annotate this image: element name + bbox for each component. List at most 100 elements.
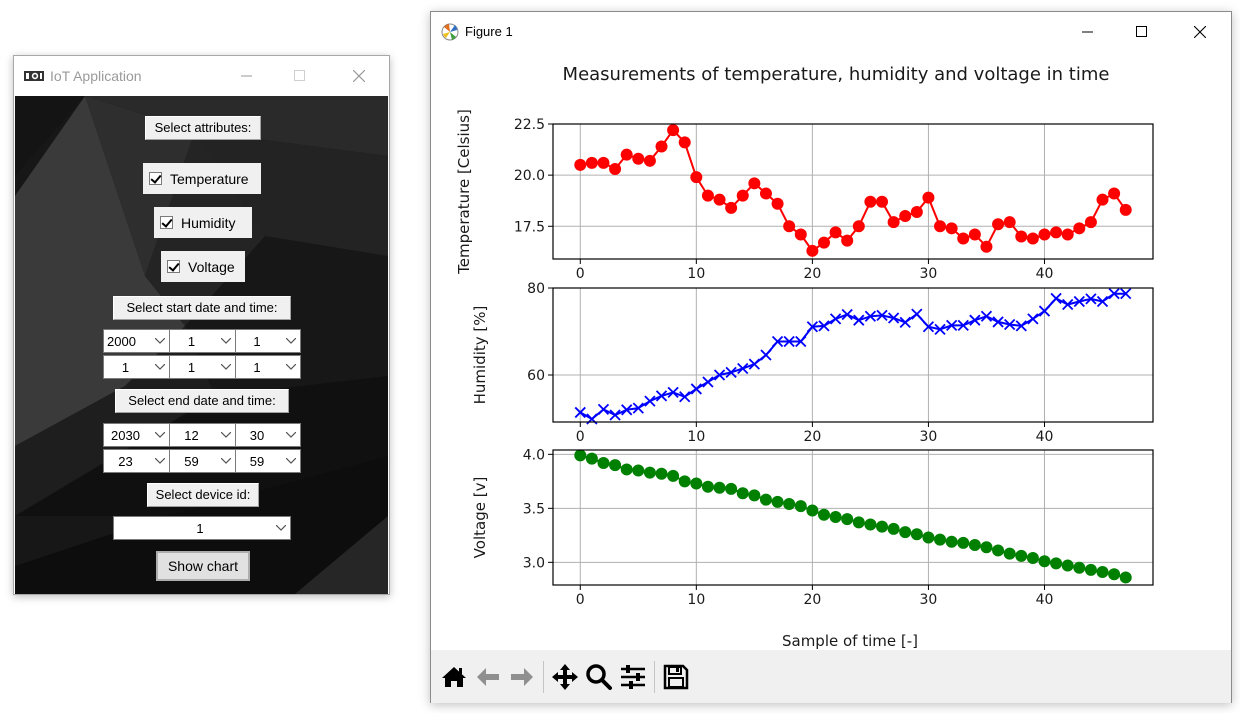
close-icon [353,69,365,82]
data-point [574,449,587,462]
data-point [690,171,703,184]
back-button[interactable] [471,660,505,694]
data-point [736,189,749,202]
zoom-button[interactable] [582,660,616,694]
start-hour-select[interactable]: 1 [103,355,170,379]
chevron-down-icon [282,432,300,438]
start-minute-select[interactable]: 1 [169,355,236,379]
figure-window: Figure 1 Measurements of temperature, hu… [430,11,1232,703]
zoom-icon [586,663,612,690]
y-axis-label: Temperature [Celsius] [455,109,473,275]
data-point [910,528,923,541]
end-hour-select[interactable]: 23 [103,449,170,473]
minimize-icon [241,75,252,76]
data-point [1119,571,1132,584]
minimize-button[interactable] [224,56,270,95]
end-month-select[interactable]: 12 [169,423,236,447]
minimize-button[interactable] [1065,12,1111,51]
close-button[interactable] [1177,12,1223,51]
data-point [713,193,726,206]
y-axis-label: Voltage [v] [471,477,489,559]
data-point [632,152,645,165]
checkbox-label: Temperature [170,170,249,187]
device-id-select[interactable]: 1 [113,516,291,540]
data-point [667,469,680,482]
data-point [876,520,889,533]
data-point [1096,193,1109,206]
data-point [620,148,633,161]
y-tick-label: 3.5 [523,501,545,517]
configure-subplots-button[interactable] [616,660,650,694]
y-tick-label: 4.0 [523,447,545,463]
start-month-select[interactable]: 1 [169,329,236,353]
data-point [1096,566,1109,579]
data-point [620,463,633,476]
end-second-select[interactable]: 59 [235,449,301,473]
data-point [1015,549,1028,562]
iot-titlebar: IoT Application [14,56,389,95]
close-button[interactable] [336,56,382,95]
end-day-select[interactable]: 30 [235,423,301,447]
data-point [1003,547,1016,560]
select-attributes-label: Select attributes: [145,116,261,140]
subplot-voltage: 0 10 20 30 40 3.0 3.5 4.0 Voltage [v] [471,447,1154,608]
pan-button[interactable] [548,660,582,694]
minimize-icon [1082,31,1093,32]
home-button[interactable] [437,660,471,694]
start-second-select[interactable]: 1 [235,355,301,379]
data-point [829,226,842,239]
checkbox-checked-icon [167,260,180,273]
data-point [806,504,819,517]
y-tick-label: 17.5 [514,219,545,235]
forward-button[interactable] [505,660,539,694]
y-tick-label: 20.0 [514,168,545,184]
data-point [864,195,877,208]
data-point [899,210,912,223]
chevron-down-icon [217,338,235,344]
data-point [841,234,854,247]
matplotlib-logo-icon [441,23,459,41]
figure-titlebar: Figure 1 [431,12,1231,51]
start-day-select[interactable]: 1 [235,329,301,353]
y-tick-label: 22.5 [514,117,545,133]
data-point [980,240,993,253]
chart-title: Measurements of temperature, humidity an… [563,64,1110,85]
data-point [701,189,714,202]
maximize-icon [1136,25,1147,37]
data-point [922,531,935,544]
save-button[interactable] [659,660,693,694]
data-point [887,522,900,535]
x-tick-label: 40 [1036,429,1054,445]
chart-canvas[interactable]: Measurements of temperature, humidity an… [431,51,1231,650]
maximize-button[interactable] [277,56,323,95]
data-point [934,220,947,233]
start-year-select[interactable]: 2000 [103,329,170,353]
data-point [1108,568,1121,581]
x-tick-label: 30 [920,429,938,445]
end-year-select[interactable]: 2030 [103,423,170,447]
voltage-checkbox[interactable]: Voltage [161,251,245,282]
data-point [1050,557,1063,570]
data-point [829,510,842,523]
data-point [934,533,947,546]
checkbox-checked-icon [160,216,173,229]
data-point [980,541,993,554]
data-point [887,216,900,229]
data-point [992,218,1005,231]
data-point [585,156,598,169]
end-minute-select[interactable]: 59 [169,449,236,473]
data-point [713,481,726,494]
checkbox-label: Voltage [188,258,235,275]
maximize-button[interactable] [1119,12,1165,51]
checkbox-label: Humidity [181,214,236,231]
temperature-checkbox[interactable]: Temperature [143,163,261,194]
data-point [957,232,970,245]
data-point [1084,216,1097,229]
humidity-checkbox[interactable]: Humidity [154,207,252,238]
data-point [725,201,738,214]
x-tick-label: 30 [920,266,938,282]
show-chart-button[interactable]: Show chart [156,551,250,581]
save-icon [663,664,689,689]
data-point [678,136,691,149]
data-point [945,535,958,548]
